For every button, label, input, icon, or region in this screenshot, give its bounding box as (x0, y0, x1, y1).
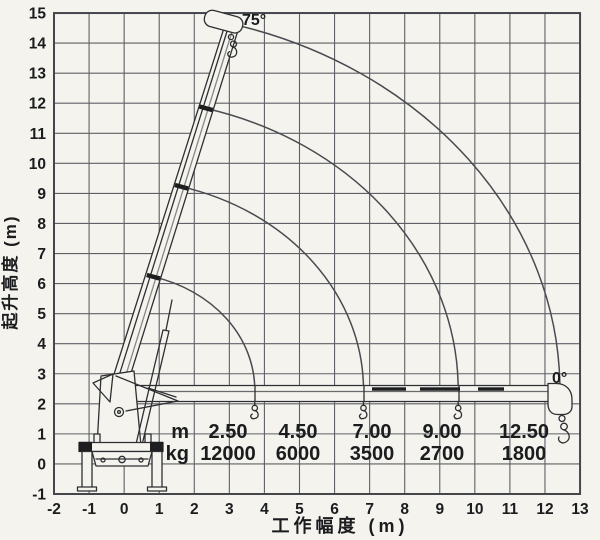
crane-drawing (76, 9, 573, 492)
x-tick-label: 4 (260, 501, 269, 518)
y-tick-label: 1 (37, 426, 46, 443)
boom-max-angle-label: 75° (242, 12, 266, 29)
y-tick-label: 15 (29, 6, 47, 23)
y-tick-label: 11 (30, 126, 47, 143)
load-table-radius-value: 9.00 (423, 421, 462, 443)
boom-shading (372, 387, 406, 391)
x-tick-label: 3 (225, 501, 234, 518)
outrigger-leg (81, 450, 93, 489)
y-tick-label: 4 (37, 336, 46, 353)
outrigger-leg (151, 450, 163, 489)
load-table-capacity-value: 1800 (502, 443, 547, 465)
load-table-radius-value: 12.50 (499, 421, 549, 443)
x-tick-label: -2 (47, 501, 61, 518)
boom-swing-arcs (153, 23, 561, 391)
x-tick-label: 7 (365, 501, 374, 518)
y-tick-label: 14 (29, 36, 47, 53)
y-tick-label: 5 (37, 306, 46, 323)
boom-raised-75 (109, 9, 244, 391)
load-table-radius-value: 4.50 (279, 421, 318, 443)
y-tick-label: 3 (37, 366, 46, 383)
outrigger-pad (76, 486, 98, 492)
x-tick-label: -1 (82, 501, 96, 518)
hook-curve (250, 409, 259, 420)
plot-border (53, 12, 582, 495)
x-tick-label: 9 (435, 501, 444, 518)
y-tick-label: 8 (37, 216, 46, 233)
hook-curve (453, 409, 463, 420)
hook-icon (227, 33, 238, 58)
x-tick-label: 6 (330, 501, 339, 518)
y-tick-label: 12 (29, 96, 46, 113)
boom-joint-mark (146, 272, 161, 281)
load-table-row-label: m (171, 421, 189, 443)
x-axis-title: 工作幅度 (m) (272, 515, 409, 536)
x-tick-label: 8 (400, 501, 409, 518)
y-axis-title: 起升高度 (m) (0, 214, 20, 330)
load-table-radius-value: 7.00 (353, 421, 392, 443)
x-tick-label: 13 (571, 501, 589, 518)
boom-swing-arc (153, 276, 256, 391)
crane-base (76, 433, 168, 492)
hook-curve (358, 409, 368, 420)
x-tick-label: 5 (295, 501, 304, 518)
y-tick-label: 10 (29, 156, 46, 173)
boom-min-angle-label: 0° (552, 370, 567, 387)
load-table: mkg 2.50 4.50 7.00 9.00 12.50 12000 6000 3500 270… (166, 421, 549, 465)
y-tick-label: 13 (29, 66, 47, 83)
load-table-capacity-value: 6000 (276, 443, 321, 465)
grid (53, 12, 582, 495)
y-tick-label: 0 (37, 456, 46, 473)
section-hook-icon (250, 400, 259, 420)
boom-shading (420, 387, 460, 391)
boom-joint-mark (174, 182, 189, 191)
load-table-radius-value: 2.50 (209, 421, 248, 443)
load-table-capacity-value: 3500 (350, 443, 395, 465)
section-hook-icon (358, 400, 368, 420)
x-tick-label: 1 (155, 501, 164, 518)
outrigger-pad (146, 486, 168, 492)
boom-swing-arc (232, 23, 561, 391)
load-table-row-label: kg (166, 443, 189, 465)
y-tick-label: -1 (32, 487, 46, 504)
x-tick-label: 12 (536, 501, 553, 518)
boom-joint-mark (198, 104, 214, 113)
x-tick-label: 2 (190, 501, 199, 518)
x-tick-label: 10 (466, 501, 483, 518)
main-hook-icon (557, 414, 570, 444)
section-hooks (250, 400, 463, 420)
boom-head (203, 9, 244, 34)
x-tick-label: 0 (120, 501, 129, 518)
x-tick-label: 11 (502, 501, 519, 518)
load-table-capacity-value: 12000 (200, 443, 256, 465)
boom-shading (478, 387, 504, 391)
boom-tip-elbow (547, 382, 573, 416)
section-hook-icon (453, 400, 463, 420)
y-tick-label: 2 (37, 396, 46, 413)
y-tick-label: 9 (37, 186, 46, 203)
y-tick-label: 7 (37, 246, 46, 263)
axis-ticks: -2 -1 0 1 2 3 4 5 6 7 8 9 10 11 12 13-10123456789101112… (29, 6, 589, 518)
y-tick-label: 6 (37, 276, 46, 293)
boom-swing-arc (205, 107, 459, 391)
boom-swing-arc (181, 185, 365, 391)
load-table-capacity-value: 2700 (420, 443, 465, 465)
